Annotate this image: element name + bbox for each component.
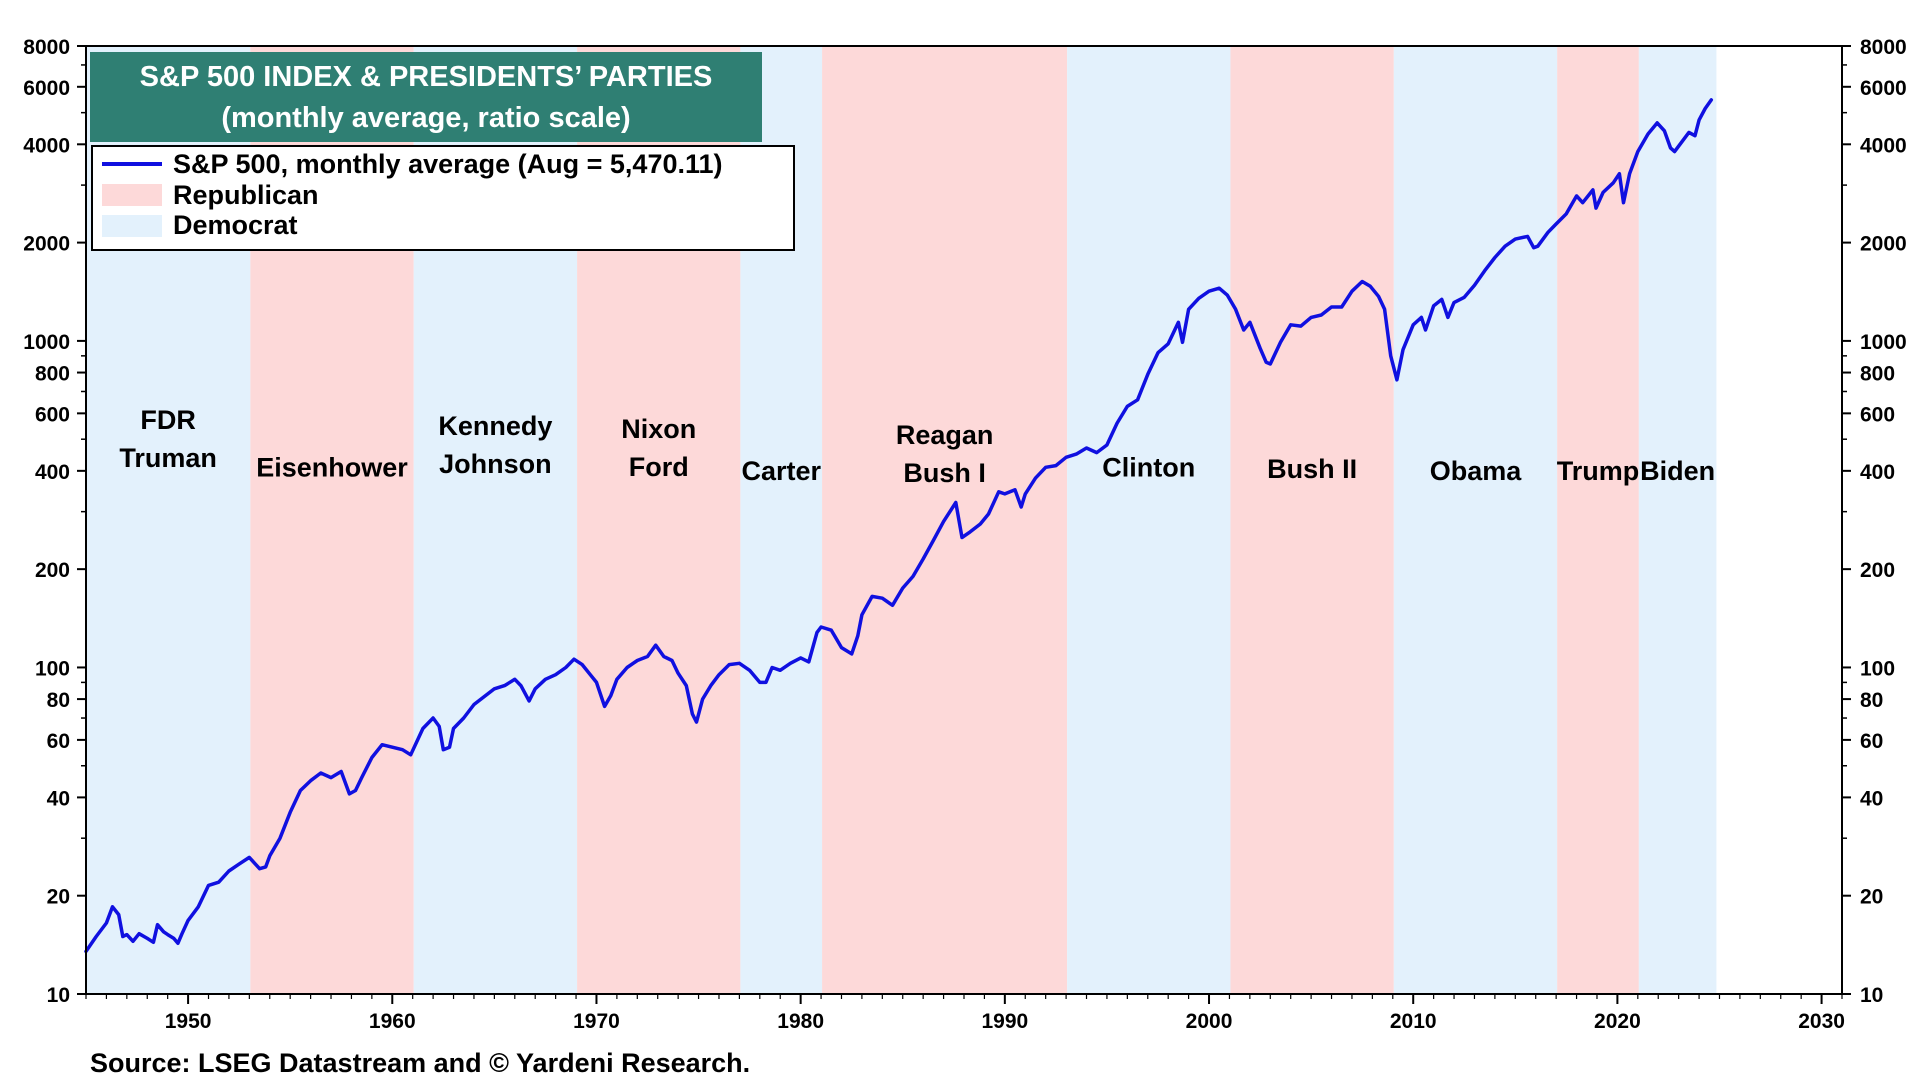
y-tick-label-right: 4000: [1860, 134, 1907, 157]
president-label: Ford: [629, 452, 689, 482]
president-label: Obama: [1430, 456, 1523, 486]
plot-frame: [85, 45, 1843, 995]
y-tick-label-left: 60: [47, 730, 70, 753]
legend-box: [91, 145, 795, 251]
president-label: Nixon: [621, 414, 696, 444]
president-label: Johnson: [439, 449, 552, 479]
y-tick-label-right: 60: [1860, 730, 1883, 753]
y-tick-label-right: 20: [1860, 886, 1883, 909]
y-tick-label-left: 8000: [23, 36, 70, 59]
x-tick-label: 1970: [573, 1010, 620, 1033]
legend: S&P 500, monthly average (Aug = 5,470.11…: [91, 145, 795, 251]
y-tick-label-left: 6000: [23, 77, 70, 100]
president-label: Bush I: [903, 458, 986, 488]
president-label: Kennedy: [438, 411, 552, 441]
y-tick-label-left: 2000: [23, 233, 70, 256]
y-tick-label-right: 6000: [1860, 77, 1907, 100]
president-label: FDR: [140, 405, 196, 435]
y-tick-label-right: 400: [1860, 461, 1895, 484]
x-tick-label: 2010: [1390, 1010, 1437, 1033]
y-tick-label-left: 100: [35, 657, 70, 680]
y-tick-label-left: 1000: [23, 331, 70, 354]
band-democrat: [1393, 46, 1558, 994]
x-tick-label: 1980: [777, 1010, 824, 1033]
legend-entry-sp500: S&P 500, monthly average (Aug = 5,470.11…: [173, 149, 723, 179]
y-tick-label-left: 4000: [23, 134, 70, 157]
president-label: Reagan: [896, 420, 994, 450]
legend-republican-swatch: [102, 184, 162, 206]
x-tick-label: 1960: [369, 1010, 416, 1033]
y-tick-label-right: 600: [1860, 403, 1895, 426]
legend-entry-democrat: Democrat: [173, 210, 298, 240]
title-background: [90, 52, 762, 142]
president-label: Carter: [741, 456, 821, 486]
x-tick-label: 1990: [981, 1010, 1028, 1033]
x-tick-label: 1950: [165, 1010, 212, 1033]
x-tick-label: 2020: [1594, 1010, 1641, 1033]
y-tick-label-left: 20: [47, 886, 70, 909]
band-democrat: [1067, 46, 1231, 994]
legend-entry-republican: Republican: [173, 180, 319, 210]
y-tick-label-right: 8000: [1860, 36, 1907, 59]
x-tick-label: 2000: [1186, 1010, 1233, 1033]
band-democrat: [1638, 46, 1717, 994]
y-tick-label-left: 10: [47, 984, 70, 1007]
president-label: Eisenhower: [256, 452, 408, 482]
y-tick-label-right: 80: [1860, 689, 1883, 712]
y-tick-label-right: 100: [1860, 657, 1895, 680]
y-tick-label-left: 40: [47, 787, 70, 810]
y-tick-label-right: 1000: [1860, 331, 1907, 354]
y-tick-label-left: 400: [35, 461, 70, 484]
y-tick-label-right: 10: [1860, 984, 1883, 1007]
source-note: Source: LSEG Datastream and © Yardeni Re…: [90, 1048, 750, 1078]
band-republican: [1230, 46, 1394, 994]
series-layer: [84, 98, 1714, 954]
president-labels: FDR Truman Eisenhower Kennedy Johnson Nixon Fo…: [119, 405, 1715, 488]
y-tick-label-right: 2000: [1860, 233, 1907, 256]
y-tick-label-left: 800: [35, 363, 70, 386]
president-label: Bush II: [1267, 454, 1357, 484]
x-tick-label: 2030: [1798, 1010, 1845, 1033]
title-box: S&P 500 INDEX & PRESIDENTS’ PARTIES (mon…: [90, 52, 762, 142]
president-label: Trump: [1557, 456, 1640, 486]
chart-subtitle: (monthly average, ratio scale): [221, 102, 630, 134]
y-tick-label-right: 40: [1860, 787, 1883, 810]
y-tick-label-left: 80: [47, 689, 70, 712]
president-label: Truman: [119, 443, 217, 473]
series-line-sp500: [84, 98, 1714, 954]
chart-title: S&P 500 INDEX & PRESIDENTS’ PARTIES: [140, 61, 713, 93]
president-label: Clinton: [1102, 452, 1195, 482]
y-tick-label-right: 800: [1860, 363, 1895, 386]
y-tick-label-right: 200: [1860, 559, 1895, 582]
president-label: Biden: [1640, 456, 1715, 486]
y-tick-label-left: 200: [35, 559, 70, 582]
y-tick-label-left: 600: [35, 403, 70, 426]
legend-democrat-swatch: [102, 215, 162, 237]
